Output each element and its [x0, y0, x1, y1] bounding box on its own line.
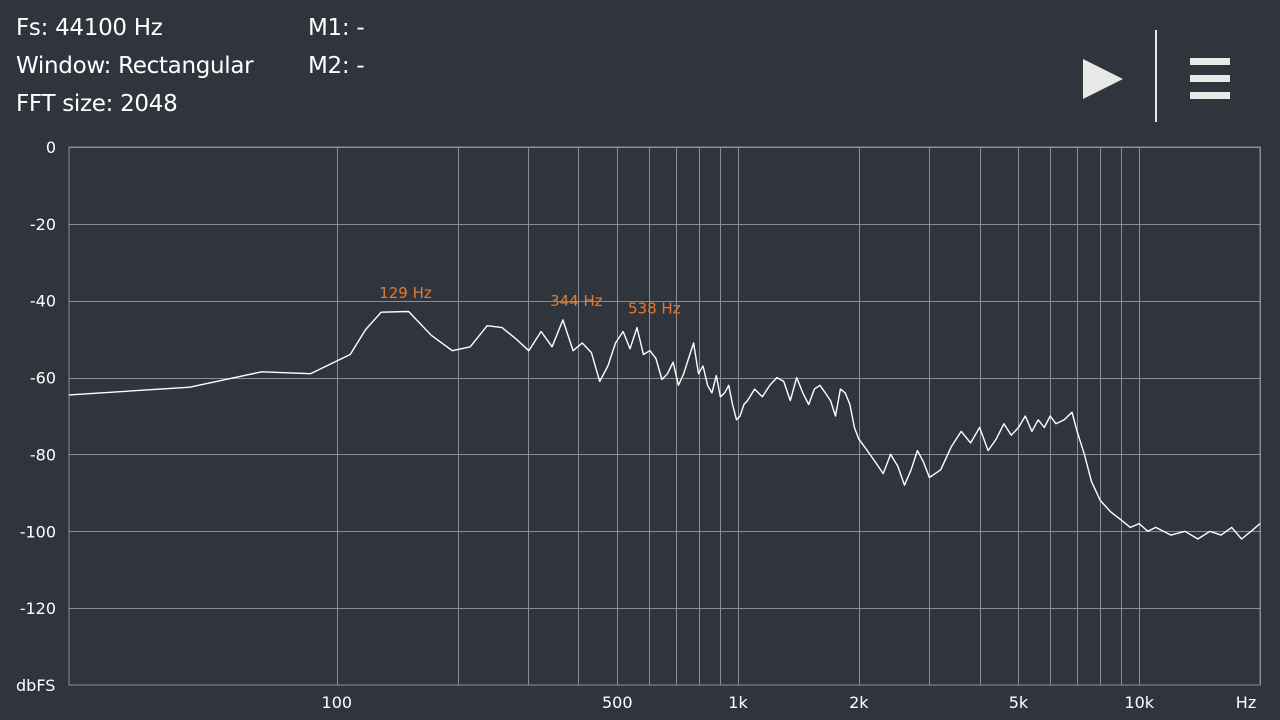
y-tick-label: -20 — [30, 215, 56, 234]
y-tick-label: -120 — [20, 599, 56, 618]
peak-label: 129 Hz — [379, 284, 432, 302]
sample-rate-label: Fs: 44100 Hz — [16, 15, 163, 41]
y-axis-unit-label: dbFS — [16, 676, 55, 695]
play-button[interactable] — [1074, 50, 1132, 108]
marker-2-readout: M2: - — [308, 53, 365, 79]
y-tick-label: -60 — [30, 369, 56, 388]
y-tick-label: -100 — [20, 522, 56, 541]
fft-size-label: FFT size: 2048 — [16, 91, 178, 117]
toolbar-divider — [1155, 30, 1157, 122]
y-tick-label: -80 — [30, 445, 56, 464]
y-tick-label: 0 — [46, 138, 56, 157]
plot-border — [68, 146, 1261, 686]
x-tick-label: 100 — [322, 693, 353, 712]
x-tick-label: 1k — [728, 693, 748, 712]
x-tick-label: 2k — [849, 693, 869, 712]
chart-grid — [68, 146, 1261, 686]
peak-annotations: 129 Hz 344 Hz 538 Hz — [379, 284, 680, 317]
menu-button[interactable] — [1182, 50, 1238, 108]
peak-label: 538 Hz — [628, 300, 681, 318]
x-tick-label: 10k — [1124, 693, 1154, 712]
window-type-label: Window: Rectangular — [16, 53, 254, 79]
play-icon — [1083, 59, 1123, 99]
x-tick-label: 500 — [602, 693, 633, 712]
x-axis-unit-label: Hz — [1236, 693, 1256, 712]
marker-1-readout: M1: - — [308, 15, 365, 41]
peak-label: 344 Hz — [550, 292, 603, 310]
chart-axis-labels: 0 -20 -40 -60 -80 -100 -120 dbFS 100 500 1k 2k 5k 10k… — [16, 138, 1256, 712]
x-tick-label: 5k — [1009, 693, 1029, 712]
spectrum-line — [68, 310, 1261, 540]
hamburger-menu-icon — [1190, 58, 1230, 99]
spectrum-trace — [68, 310, 1261, 540]
y-tick-label: -40 — [30, 292, 56, 311]
